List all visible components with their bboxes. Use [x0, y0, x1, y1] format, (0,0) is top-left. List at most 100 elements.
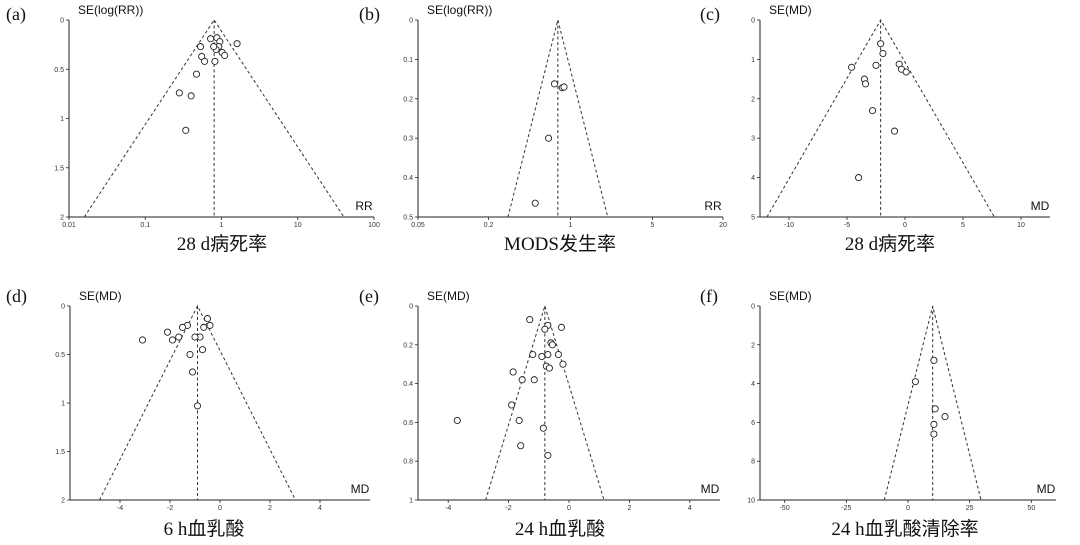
funnel-ci-lines — [485, 304, 605, 501]
y-tick-label: 0.3 — [403, 136, 413, 143]
x-axis-title: RR — [355, 199, 373, 213]
study-point — [509, 368, 517, 376]
x-tick-label: 0.01 — [62, 222, 76, 229]
x-tick-label: 1 — [569, 222, 573, 229]
study-point — [187, 92, 195, 100]
study-point — [530, 376, 538, 384]
study-point — [163, 328, 172, 336]
x-tick-label: 0 — [567, 505, 571, 512]
y-tick-label: 4 — [751, 381, 755, 388]
study-point — [930, 420, 938, 428]
panel-tag: (c) — [700, 4, 720, 25]
y-tick-label: 0 — [409, 304, 413, 311]
study-point — [192, 70, 201, 78]
y-tick-label: 3 — [751, 136, 755, 143]
x-tick-label: 25 — [966, 505, 974, 512]
y-tick-label: 0.6 — [403, 420, 413, 427]
panel-caption: 24 h血乳酸 — [515, 518, 605, 540]
study-point — [931, 405, 939, 413]
funnel-plot-3: 0 1 2 3 4 5 -10 -5 0 5 10 SE(MD) MD (c) 28 d病死率 — [700, 3, 1050, 255]
y-tick-label: 1.5 — [54, 165, 64, 172]
study-point — [515, 416, 523, 425]
y-tick-label: 0 — [751, 304, 755, 311]
y-tick-label: 1 — [409, 498, 413, 505]
y-tick-label: 2 — [61, 498, 65, 505]
study-point — [178, 323, 187, 331]
y-tick-label: 0.4 — [403, 175, 413, 182]
x-tick-label: 5 — [961, 222, 965, 229]
y-axis-title: SE(MD) — [769, 3, 812, 17]
study-point — [517, 442, 525, 450]
y-tick-label: 1.5 — [55, 449, 65, 456]
study-point — [200, 323, 208, 331]
study-point — [518, 376, 526, 384]
study-point — [175, 333, 183, 341]
study-point — [848, 63, 856, 71]
study-point — [941, 413, 949, 421]
study-point — [550, 80, 559, 88]
study-point — [206, 321, 214, 329]
study-point — [554, 350, 562, 359]
study-point — [560, 83, 568, 91]
funnel-plot-2: 0 0.1 0.2 0.3 0.4 0.50.05 0.2 1 5 20 SE(log(RR)) RR… — [359, 3, 727, 255]
study-point — [182, 126, 190, 134]
panel-tag: (a) — [6, 4, 26, 25]
x-tick-label: -50 — [780, 505, 790, 512]
study-point — [211, 57, 219, 65]
x-tick-label: -4 — [445, 505, 451, 512]
y-tick-label: 0 — [409, 18, 413, 25]
y-tick-label: 0.4 — [403, 381, 413, 388]
study-point — [210, 43, 218, 51]
y-tick-label: 0.2 — [403, 96, 413, 103]
x-tick-label: -2 — [505, 505, 511, 512]
y-axis-title: SE(MD) — [769, 289, 812, 303]
x-axis-title: MD — [351, 482, 370, 496]
study-point — [911, 378, 919, 386]
study-point — [196, 43, 205, 51]
study-point — [548, 341, 556, 349]
panel-caption: 28 d病死率 — [177, 233, 267, 255]
x-tick-label: -2 — [167, 505, 173, 512]
study-point — [531, 199, 539, 207]
y-tick-label: 0.5 — [403, 215, 413, 222]
study-point — [508, 401, 516, 409]
study-point — [175, 89, 183, 97]
study-point — [191, 333, 199, 341]
x-tick-label: -4 — [117, 505, 123, 512]
study-point — [872, 61, 880, 69]
study-point — [557, 323, 566, 331]
x-tick-label: -25 — [841, 505, 851, 512]
x-tick-label: 10 — [1017, 222, 1025, 229]
y-tick-label: 2 — [751, 342, 755, 349]
y-tick-label: 2 — [60, 215, 64, 222]
y-tick-label: 0 — [60, 18, 64, 25]
y-tick-label: 5 — [751, 215, 755, 222]
y-tick-label: 0 — [61, 304, 65, 311]
study-point — [930, 356, 938, 364]
x-tick-label: 2 — [268, 505, 272, 512]
study-point — [193, 402, 202, 410]
x-tick-label: 5 — [650, 222, 654, 229]
study-point — [188, 368, 197, 376]
study-point — [233, 40, 241, 48]
y-tick-label: 0.5 — [54, 67, 64, 74]
x-tick-label: 0.2 — [484, 222, 494, 229]
study-point — [559, 360, 567, 368]
study-point — [891, 127, 899, 135]
study-point — [168, 336, 177, 344]
funnel-ci-lines — [507, 19, 609, 218]
x-tick-label: -5 — [844, 222, 850, 229]
x-axis-title: RR — [704, 199, 722, 213]
y-tick-label: 2 — [751, 96, 755, 103]
funnel-plot-1: 0 0.5 1 1.5 20.01 0.1 1 10 100 SE(log(RR)) RR (a) 28… — [6, 3, 380, 255]
study-point — [538, 352, 546, 360]
y-tick-label: 10 — [747, 498, 755, 505]
x-tick-label: 100 — [368, 222, 380, 229]
y-tick-label: 0.2 — [403, 342, 413, 349]
study-point — [203, 315, 212, 323]
y-axis-title: SE(MD) — [427, 289, 470, 303]
x-tick-label: -10 — [784, 222, 794, 229]
study-point — [201, 57, 209, 65]
study-point — [526, 316, 534, 324]
